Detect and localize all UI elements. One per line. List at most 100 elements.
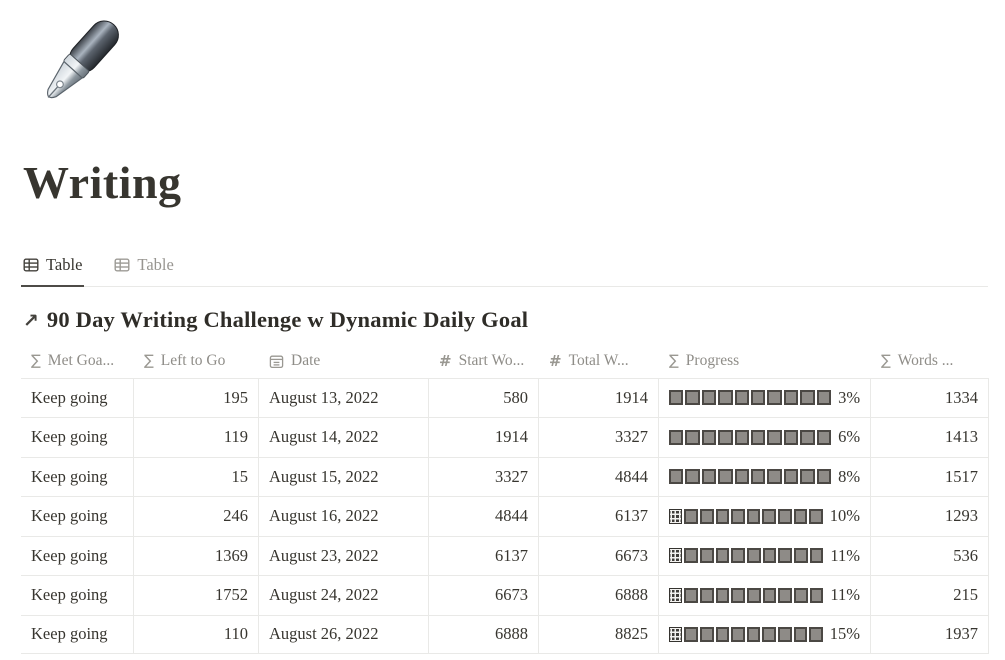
fountain-pen-icon bbox=[47, 20, 119, 99]
cell-date[interactable]: August 15, 2022 bbox=[259, 456, 429, 496]
cell-total_words[interactable]: 1914 bbox=[539, 377, 659, 417]
cell-start_words[interactable]: 6137 bbox=[429, 535, 539, 575]
progress-square-empty bbox=[793, 626, 808, 642]
cell-left_to_go[interactable]: 119 bbox=[134, 417, 259, 457]
cell-start_words[interactable]: 4844 bbox=[429, 496, 539, 536]
cell-progress[interactable]: 8% bbox=[659, 456, 871, 496]
cell-date[interactable]: August 24, 2022 bbox=[259, 575, 429, 615]
cell-met_goal[interactable]: Keep going bbox=[21, 377, 134, 417]
hash-number-icon: # bbox=[439, 352, 452, 370]
cell-start_words[interactable]: 580 bbox=[429, 377, 539, 417]
table-header-row: ∑ Met Goa... ∑ Left to Go Date # Start Wo... # T… bbox=[21, 345, 989, 378]
progress-square-empty bbox=[747, 587, 761, 603]
cell-start_words[interactable]: 3327 bbox=[429, 456, 539, 496]
cell-met_goal[interactable]: Keep going bbox=[21, 456, 134, 496]
cell-start_words[interactable]: 1914 bbox=[429, 417, 539, 457]
linked-database-arrow-icon: ↗ bbox=[23, 309, 39, 332]
progress-square-empty bbox=[734, 429, 750, 445]
column-header-date[interactable]: Date bbox=[259, 345, 429, 378]
cell-total_words[interactable]: 6137 bbox=[539, 496, 659, 536]
progress-square-empty bbox=[715, 508, 730, 524]
progress-square-empty bbox=[701, 429, 717, 445]
cell-total_words[interactable]: 4844 bbox=[539, 456, 659, 496]
progress-square-empty bbox=[783, 429, 799, 445]
column-label: Total W... bbox=[568, 352, 629, 369]
progress-square-empty bbox=[734, 390, 750, 406]
tab-table-0[interactable]: Table bbox=[21, 251, 85, 287]
cell-met_goal[interactable]: Keep going bbox=[21, 575, 134, 615]
table-row: Keep going 119 August 14, 2022 1914 3327 6% 14… bbox=[21, 417, 989, 457]
cell-progress[interactable]: 11% bbox=[659, 535, 871, 575]
cell-words[interactable]: 215 bbox=[871, 575, 989, 615]
cell-start_words[interactable]: 6888 bbox=[429, 614, 539, 654]
cell-left_to_go[interactable]: 195 bbox=[134, 377, 259, 417]
progress-square-empty bbox=[731, 587, 746, 603]
progress-percent: 10% bbox=[829, 506, 860, 526]
cell-start_words[interactable]: 6673 bbox=[429, 575, 539, 615]
progress-square-empty bbox=[715, 587, 730, 603]
progress-square-empty bbox=[669, 429, 684, 445]
progress-square-empty bbox=[746, 508, 761, 524]
column-header-met_goal[interactable]: ∑ Met Goa... bbox=[21, 345, 134, 378]
cell-met_goal[interactable]: Keep going bbox=[21, 417, 134, 457]
progress-square-empty bbox=[751, 469, 766, 485]
column-label: Met Goa... bbox=[47, 352, 115, 369]
progress-percent: 8% bbox=[838, 466, 861, 486]
sigma-formula-icon: ∑ bbox=[31, 353, 41, 369]
progress-percent: 15% bbox=[829, 624, 860, 644]
table-view-icon bbox=[23, 257, 39, 273]
cell-words[interactable]: 1334 bbox=[871, 377, 989, 417]
progress-square-empty bbox=[794, 587, 808, 603]
cell-total_words[interactable]: 6888 bbox=[539, 575, 659, 615]
cell-left_to_go[interactable]: 15 bbox=[134, 456, 259, 496]
tab-label: Table bbox=[46, 255, 83, 274]
cell-words[interactable]: 1517 bbox=[871, 456, 989, 496]
cell-total_words[interactable]: 3327 bbox=[539, 417, 659, 457]
cell-date[interactable]: August 13, 2022 bbox=[259, 377, 429, 417]
cell-words[interactable]: 1413 bbox=[871, 417, 989, 457]
cell-left_to_go[interactable]: 110 bbox=[134, 614, 259, 654]
table-row: Keep going 110 August 26, 2022 6888 8825 15% 1… bbox=[21, 614, 989, 654]
cell-date[interactable]: August 26, 2022 bbox=[259, 614, 429, 654]
column-header-left_to_go[interactable]: ∑ Left to Go bbox=[134, 345, 259, 378]
column-header-total_words[interactable]: # Total W... bbox=[539, 345, 659, 378]
cell-total_words[interactable]: 6673 bbox=[539, 535, 659, 575]
progress-percent: 3% bbox=[838, 387, 861, 407]
progress-square-filled bbox=[669, 548, 683, 564]
cell-date[interactable]: August 23, 2022 bbox=[259, 535, 429, 575]
cell-met_goal[interactable]: Keep going bbox=[21, 496, 134, 536]
column-header-start_words[interactable]: # Start Wo... bbox=[429, 345, 539, 378]
cell-left_to_go[interactable]: 1752 bbox=[134, 575, 259, 615]
tab-table-1[interactable]: Table bbox=[112, 251, 175, 287]
cell-progress[interactable]: 6% bbox=[659, 417, 871, 457]
cell-progress[interactable]: 15% bbox=[659, 614, 871, 654]
column-header-words[interactable]: ∑ Words ... bbox=[871, 345, 989, 378]
cell-left_to_go[interactable]: 1369 bbox=[134, 535, 259, 575]
table-row: Keep going 246 August 16, 2022 4844 6137 10% 1… bbox=[21, 496, 989, 536]
progress-square-empty bbox=[699, 508, 714, 524]
progress-square-empty bbox=[715, 626, 730, 642]
page-icon-fountain-pen[interactable] bbox=[25, 18, 123, 118]
progress-square-empty bbox=[762, 587, 777, 603]
cell-left_to_go[interactable]: 246 bbox=[134, 496, 259, 536]
progress-square-empty bbox=[684, 587, 699, 603]
cell-date[interactable]: August 14, 2022 bbox=[259, 417, 429, 457]
progress-square-empty bbox=[794, 548, 808, 564]
cell-date[interactable]: August 16, 2022 bbox=[259, 496, 429, 536]
progress-square-empty bbox=[778, 548, 793, 564]
cell-met_goal[interactable]: Keep going bbox=[21, 614, 134, 654]
progress-square-empty bbox=[685, 429, 700, 445]
cell-words[interactable]: 1293 bbox=[871, 496, 989, 536]
cell-progress[interactable]: 11% bbox=[659, 575, 871, 615]
cell-words[interactable]: 1937 bbox=[871, 614, 989, 654]
cell-total_words[interactable]: 8825 bbox=[539, 614, 659, 654]
progress-square-empty bbox=[809, 587, 824, 603]
progress-square-empty bbox=[809, 508, 823, 524]
collection-title[interactable]: 90 Day Writing Challenge w Dynamic Daily… bbox=[46, 306, 529, 332]
cell-progress[interactable]: 3% bbox=[659, 377, 871, 417]
cell-progress[interactable]: 10% bbox=[659, 496, 871, 536]
progress-square-empty bbox=[816, 469, 832, 485]
cell-words[interactable]: 536 bbox=[871, 535, 989, 575]
column-header-progress[interactable]: ∑ Progress bbox=[659, 345, 871, 378]
cell-met_goal[interactable]: Keep going bbox=[21, 535, 134, 575]
